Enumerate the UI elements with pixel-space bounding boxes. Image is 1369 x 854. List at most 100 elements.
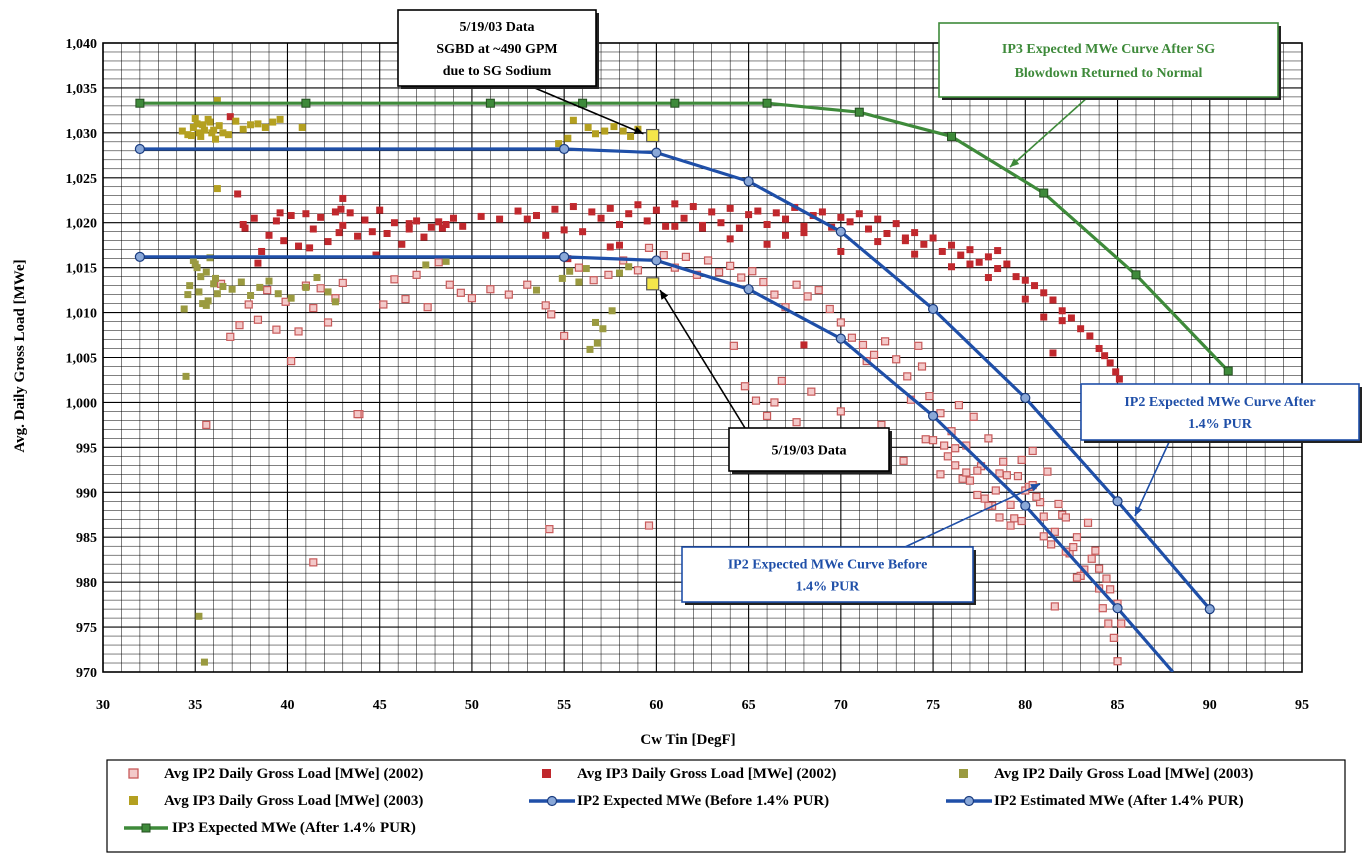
data-point [1006,500,1015,509]
data-point [532,212,540,220]
y-tick-label: 1,000 [66,396,98,411]
data-point [135,98,145,108]
series-line-ip3_curve [139,101,1230,373]
data-point [195,612,203,620]
data-point [379,300,388,309]
data-point [651,255,662,266]
data-point [1058,317,1066,325]
x-tick-label: 75 [926,698,940,713]
data-point [1002,471,1011,480]
series-ip2_2002 [202,243,1126,666]
y-tick-label: 970 [76,666,97,681]
data-point [1094,564,1104,573]
data-point [449,214,457,222]
data-point [306,244,314,252]
annotation-arrow [529,85,644,135]
data-point [239,125,247,133]
data-point [258,247,266,255]
data-point [855,210,863,218]
highlight-point [646,277,660,291]
x-axis-title: Cw Tin [DegF] [640,732,735,748]
data-point [213,290,221,298]
annotation-text: Blowdown Returned to Normal [1015,66,1203,81]
y-tick-label: 1,035 [66,82,98,97]
x-tick-label: 30 [96,698,110,713]
annotation-box [397,9,597,87]
data-point [699,224,706,232]
x-tick-label: 95 [1295,698,1309,713]
y-tick-label: 1,010 [66,307,98,322]
data-point [134,143,145,155]
legend-box [106,759,1346,853]
data-point [1050,602,1059,611]
legend-marker [546,795,558,807]
data-point [235,321,244,330]
data-point [317,213,325,221]
data-point [825,304,834,314]
data-point [1086,332,1094,340]
legend-item-ip2_before: IP2 Expected MWe (Before 1.4% PUR) [529,793,829,809]
data-point [560,226,568,234]
y-tick-label: 985 [76,531,97,546]
data-point [1006,521,1015,530]
data-point [1003,260,1011,268]
data-point [634,201,642,209]
data-point [239,221,247,229]
data-point [858,340,868,350]
data-point [973,490,982,500]
annotation-text: IP2 Expected MWe Curve After [1124,395,1315,410]
legend-item-ip3_2002: Avg IP3 Daily Gross Load [MWe] (2002) [542,766,836,782]
data-point [1104,619,1113,628]
y-tick-label: 1,030 [66,127,98,142]
data-point [1101,352,1109,360]
data-point [496,215,504,223]
data-point [762,411,772,421]
data-point [302,210,310,218]
data-point [1039,188,1049,198]
series-layer [134,97,1233,672]
data-point [670,98,680,108]
data-point [743,284,754,295]
data-point [232,117,240,125]
data-point [994,247,1002,255]
data-point [309,303,318,313]
data-point [770,398,779,407]
data-point [514,207,522,215]
data-point [1021,276,1029,284]
y-tick-label: 1,015 [66,262,98,277]
data-point [1083,518,1093,527]
data-point [301,98,311,108]
data-point [643,217,651,225]
data-point [178,127,186,135]
data-point [689,203,697,211]
data-point [566,267,574,275]
data-point [782,231,790,239]
annotation-arrow [904,483,1041,548]
data-point [881,337,890,346]
data-point [803,292,812,301]
data-point [1049,349,1057,357]
data-point [792,280,801,289]
data-point [1131,270,1141,280]
data-point [1049,296,1057,304]
data-point [1115,375,1123,383]
data-point [615,269,623,277]
data-point [899,456,908,465]
data-point [250,214,258,222]
data-point [427,223,435,231]
data-point [903,372,912,381]
data-point [234,190,242,198]
data-point [1113,657,1122,666]
data-point [1087,554,1096,563]
data-point [219,283,227,291]
data-point [569,116,577,124]
legend-label: IP2 Expected MWe (Before 1.4% PUR) [577,793,829,809]
data-point [339,221,347,229]
data-point [604,270,613,279]
series-ip2_after [134,143,1215,615]
data-point [735,224,743,232]
data-point [186,282,194,290]
annotation-text: 1.4% PUR [796,580,861,595]
data-point [652,206,660,214]
legend-label: Avg IP3 Daily Gross Load [MWe] (2002) [577,766,836,782]
